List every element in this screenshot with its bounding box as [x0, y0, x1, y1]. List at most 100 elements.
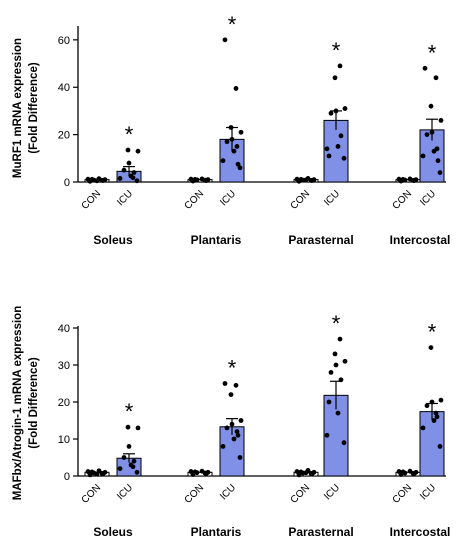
- point-con: [294, 469, 300, 474]
- point-icu: [429, 399, 435, 405]
- group-label-con: CON: [289, 482, 313, 506]
- point-icu: [234, 429, 240, 434]
- point-con: [94, 178, 100, 184]
- point-icu: [237, 455, 243, 460]
- point-icu: [333, 362, 339, 368]
- point-con: [188, 176, 194, 182]
- point-con: [308, 177, 314, 183]
- point-icu: [233, 86, 239, 91]
- point-icu: [125, 147, 131, 153]
- point-icu: [333, 108, 339, 114]
- group-label-con: CON: [80, 482, 104, 506]
- category-label: Soleus: [93, 233, 133, 247]
- point-icu: [224, 139, 230, 145]
- point-con: [298, 176, 304, 182]
- point-icu: [335, 144, 341, 149]
- significance-star: *: [428, 40, 437, 65]
- point-con: [410, 177, 416, 183]
- point-icu: [433, 410, 439, 416]
- point-icu: [235, 161, 241, 167]
- point-icu: [433, 75, 439, 81]
- point-icu: [234, 144, 240, 149]
- y-axis-label-line2: (Fold Difference): [28, 62, 40, 154]
- point-icu: [238, 129, 244, 135]
- point-icu: [224, 425, 230, 431]
- point-icu: [335, 410, 341, 416]
- category-label: Plantaris: [191, 233, 242, 247]
- point-icu: [324, 146, 330, 152]
- point-con: [202, 177, 208, 183]
- y-axis-label-line1: MAFbx/Atrogin-1 mRNA expression: [12, 306, 24, 500]
- point-icu: [135, 148, 141, 154]
- group-label-icu: ICU: [218, 188, 238, 208]
- significance-star: *: [228, 356, 237, 381]
- category-label: Parasternal: [288, 525, 353, 539]
- group-label-icu: ICU: [418, 482, 438, 502]
- point-con: [188, 469, 194, 474]
- point-icu: [130, 175, 136, 181]
- point-con: [94, 471, 100, 477]
- point-icu: [324, 432, 330, 438]
- point-con: [396, 469, 402, 474]
- point-icu: [435, 158, 441, 164]
- point-icu: [229, 136, 235, 142]
- point-icu: [121, 455, 127, 460]
- group-label-con: CON: [289, 188, 313, 212]
- point-icu: [126, 160, 132, 166]
- significance-star: *: [228, 12, 237, 37]
- point-icu: [237, 165, 243, 171]
- category-label: Parasternal: [288, 233, 353, 247]
- point-icu: [341, 440, 347, 446]
- point-icu: [420, 153, 426, 159]
- point-icu: [222, 37, 228, 43]
- point-icu: [326, 153, 332, 159]
- point-icu: [121, 167, 127, 173]
- point-icu: [429, 129, 435, 135]
- significance-star: *: [428, 320, 437, 345]
- y-axis-label-line2: (Fold Difference): [28, 357, 40, 449]
- point-con: [202, 470, 208, 476]
- group-label-icu: ICU: [322, 188, 342, 208]
- point-icu: [338, 133, 344, 139]
- significance-star: *: [125, 399, 134, 424]
- group-label-con: CON: [183, 188, 207, 212]
- point-con: [85, 469, 91, 474]
- group-label-icu: ICU: [218, 482, 238, 502]
- y-tick-label: 60: [58, 35, 70, 47]
- point-icu: [422, 65, 428, 71]
- point-icu: [125, 424, 131, 430]
- point-icu: [235, 432, 241, 438]
- point-icu: [222, 381, 228, 386]
- point-icu: [231, 148, 237, 154]
- group-label-icu: ICU: [115, 188, 135, 208]
- category-label: Plantaris: [191, 525, 242, 539]
- point-icu: [341, 155, 347, 161]
- point-icu: [228, 125, 234, 130]
- point-con: [308, 471, 314, 476]
- point-icu: [220, 444, 226, 449]
- point-con: [85, 176, 91, 182]
- group-label-con: CON: [391, 188, 415, 212]
- point-icu: [434, 414, 440, 420]
- point-icu: [424, 132, 430, 138]
- point-icu: [337, 63, 343, 69]
- point-icu: [420, 425, 426, 431]
- point-con: [298, 469, 304, 475]
- point-icu: [326, 399, 332, 405]
- y-tick-label: 30: [58, 360, 70, 372]
- y-tick-label: 40: [58, 82, 70, 94]
- point-con: [303, 470, 309, 476]
- point-icu: [428, 345, 434, 351]
- y-axis-label-line1: MuRF1 mRNA expression: [12, 38, 24, 178]
- point-con: [192, 176, 198, 182]
- category-label: Soleus: [93, 525, 133, 539]
- point-icu: [438, 118, 444, 123]
- category-label: Intercostal: [390, 525, 451, 539]
- point-icu: [117, 176, 123, 181]
- y-tick-label: 20: [58, 397, 70, 409]
- category-label: Intercostal: [390, 233, 451, 247]
- point-icu: [130, 464, 136, 470]
- point-con: [400, 176, 406, 182]
- point-con: [396, 176, 402, 182]
